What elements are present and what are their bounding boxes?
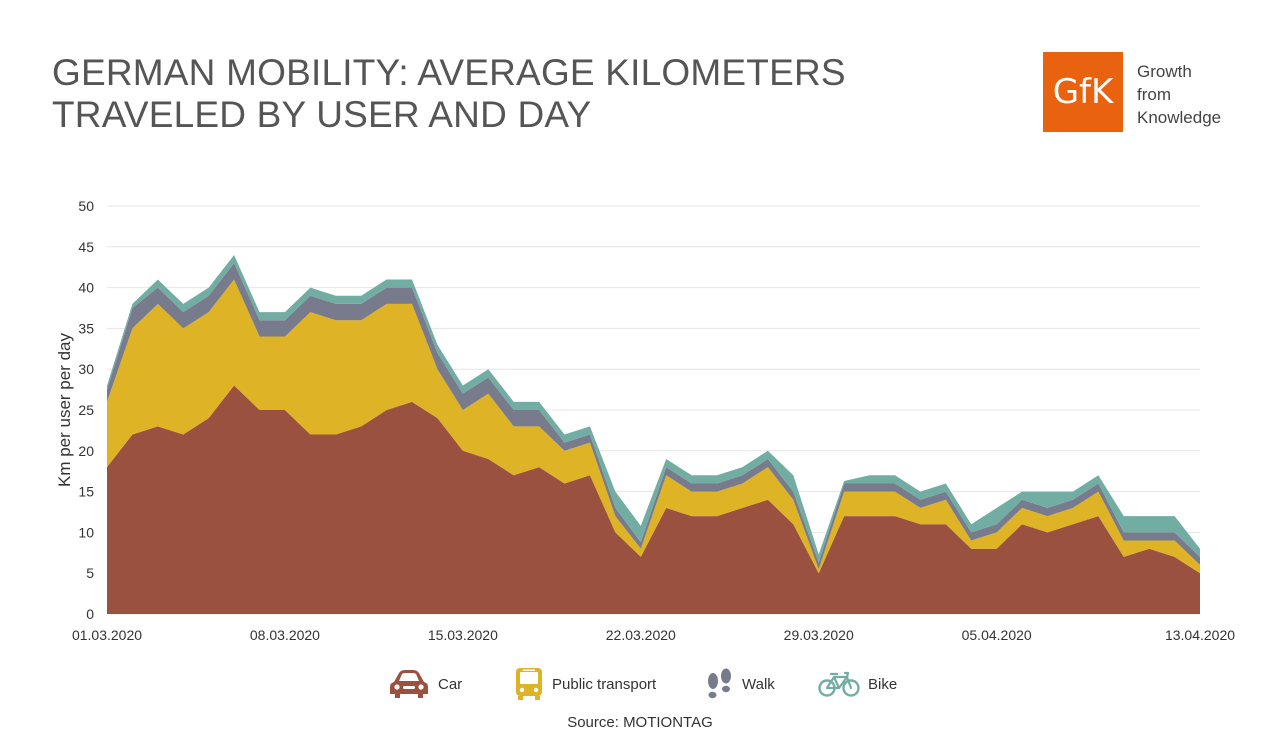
y-tick-label: 35 bbox=[78, 320, 94, 336]
legend-label-public-transport: Public transport bbox=[552, 675, 657, 693]
gfk-logo: GfK bbox=[1043, 52, 1123, 132]
y-tick-label: 0 bbox=[86, 606, 94, 622]
tagline-line-1: Growth bbox=[1137, 62, 1192, 81]
y-axis-ticks: 0 5 10 15 20 25 30 35 40 45 50 bbox=[78, 198, 94, 622]
car-icon bbox=[390, 670, 428, 698]
legend-item-car: Car bbox=[388, 660, 462, 708]
source-note: Source: MOTIONTAG bbox=[567, 714, 713, 731]
area-walk bbox=[107, 263, 1200, 570]
area-series bbox=[107, 254, 1200, 614]
legend-label-car: Car bbox=[438, 675, 463, 693]
x-tick-label: 01.03.2020 bbox=[72, 627, 142, 643]
chart-legend: Car Public transport Walk Bike bbox=[0, 660, 1280, 708]
y-tick-label: 10 bbox=[78, 524, 94, 540]
area-public-transport bbox=[107, 279, 1200, 574]
bus-icon bbox=[516, 668, 542, 700]
legend-item-bike: Bike bbox=[818, 660, 897, 708]
area-bike bbox=[107, 254, 1200, 563]
x-tick-label: 05.04.2020 bbox=[962, 627, 1032, 643]
stacked-area-chart: 0 5 10 15 20 25 30 35 40 45 50 01.03.2020 08.03.202… bbox=[55, 198, 1235, 643]
y-tick-label: 40 bbox=[78, 280, 94, 296]
x-tick-label: 13.04.2020 bbox=[1165, 627, 1235, 643]
tagline-line-2: from bbox=[1137, 85, 1171, 104]
legend-label-walk: Walk bbox=[742, 675, 775, 693]
x-tick-label: 29.03.2020 bbox=[784, 627, 854, 643]
y-tick-label: 25 bbox=[78, 402, 94, 418]
y-tick-label: 45 bbox=[78, 239, 94, 255]
bike-icon bbox=[818, 671, 860, 697]
y-tick-label: 50 bbox=[78, 198, 94, 214]
legend-item-public-transport: Public transport bbox=[514, 660, 656, 708]
y-tick-label: 20 bbox=[78, 443, 94, 459]
x-axis-ticks: 01.03.2020 08.03.2020 15.03.2020 22.03.2020… bbox=[72, 627, 1235, 643]
y-tick-label: 30 bbox=[78, 361, 94, 377]
tagline-line-3: Knowledge bbox=[1137, 108, 1222, 127]
x-tick-label: 15.03.2020 bbox=[428, 627, 498, 643]
legend-item-walk: Walk bbox=[704, 660, 775, 708]
chart-title-line-1: GERMAN MOBILITY: AVERAGE KILOMETERS bbox=[52, 52, 846, 93]
chart-title: GERMAN MOBILITY: AVERAGE KILOMETERS TRAV… bbox=[52, 52, 872, 136]
gfk-logo-mark: GfK bbox=[1052, 72, 1114, 112]
area-car bbox=[107, 385, 1200, 614]
legend-label-bike: Bike bbox=[868, 675, 898, 693]
x-tick-label: 08.03.2020 bbox=[250, 627, 320, 643]
y-tick-label: 5 bbox=[86, 565, 94, 581]
logo-tagline: Growth from Knowledge bbox=[1137, 60, 1267, 129]
y-tick-label: 15 bbox=[78, 484, 94, 500]
chart-title-line-2: TRAVELED BY USER AND DAY bbox=[52, 94, 592, 135]
x-tick-label: 22.03.2020 bbox=[606, 627, 676, 643]
y-axis-label: Km per user per day bbox=[55, 332, 74, 487]
footprints-icon bbox=[708, 668, 731, 699]
